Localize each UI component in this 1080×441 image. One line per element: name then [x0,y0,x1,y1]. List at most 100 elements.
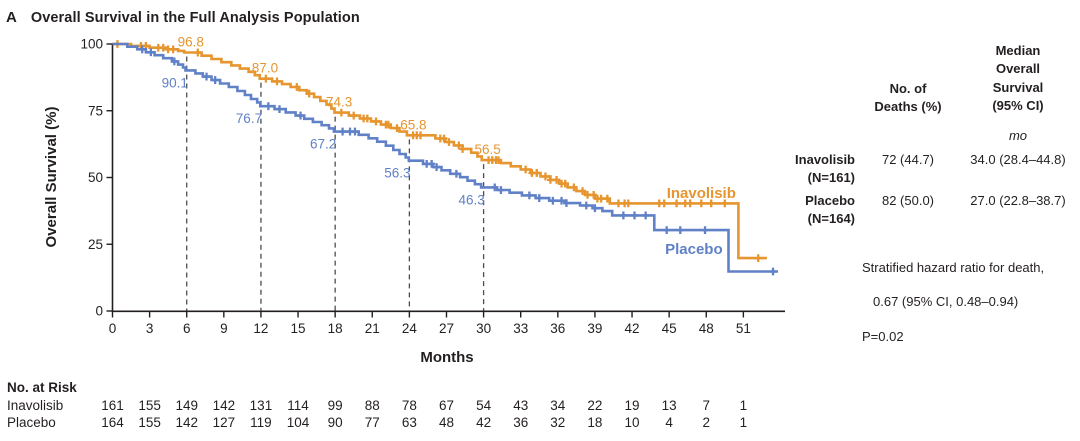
x-tick-label: 30 [476,321,491,336]
at-risk-value-placebo: 90 [327,415,343,430]
at-risk-value-placebo: 142 [175,415,198,430]
censor-mark-inavolisib [561,179,569,188]
censor-mark-placebo [769,267,777,276]
milestone-label-inavolisib: 87.0 [252,61,278,76]
censor-mark-placebo [631,211,638,220]
censor-mark-inavolisib [522,165,530,174]
at-risk-value-inavolisib: 161 [101,398,124,413]
milestone-label-placebo: 76.7 [236,111,262,126]
censor-mark-placebo [428,159,436,168]
milestone-label-placebo: 67.2 [310,137,336,152]
censor-mark-inavolisib [754,254,762,263]
censor-mark-inavolisib [707,199,715,208]
censor-mark-inavolisib [393,124,401,133]
censor-mark-placebo [491,183,499,192]
censor-mark-inavolisib [579,187,586,196]
at-risk-value-inavolisib: 1 [739,398,748,413]
censor-mark-inavolisib [603,194,611,203]
censor-mark-placebo [339,127,346,136]
y-tick-label: 75 [88,103,103,118]
milestone-label-inavolisib: 56.5 [474,142,500,157]
censor-mark-inavolisib [721,199,729,208]
censor-mark-placebo [642,211,650,220]
x-axis-title: Months [420,349,473,366]
censor-mark-inavolisib [597,194,605,203]
censor-mark-placebo [619,211,627,220]
censor-mark-placebo [558,196,565,205]
censor-mark-inavolisib [459,145,466,153]
at-risk-value-placebo: 2 [702,415,710,430]
at-risk-value-inavolisib: 88 [364,398,380,413]
x-tick-label: 36 [550,321,565,336]
censor-mark-inavolisib [590,190,598,199]
x-tick-label: 33 [513,321,528,336]
at-risk-value-placebo: 36 [513,415,529,430]
x-tick-label: 42 [625,321,640,336]
at-risk-value-placebo: 119 [250,415,272,430]
censor-mark-inavolisib [533,169,541,177]
at-risk-value-inavolisib: 78 [401,398,417,413]
x-tick-label: 9 [220,321,228,336]
censor-mark-placebo [264,102,272,111]
milestone-label-inavolisib: 65.8 [400,117,426,132]
censor-mark-placebo [351,127,359,136]
censor-mark-placebo [701,226,709,234]
censor-mark-placebo [663,226,671,234]
curve-label-placebo: Placebo [665,241,723,258]
at-risk-value-placebo: 63 [401,415,417,430]
censor-mark-placebo [276,105,283,114]
at-risk-value-placebo: 18 [587,415,603,430]
x-tick-label: 48 [699,321,714,336]
censor-mark-placebo [203,72,210,81]
y-tick-label: 50 [88,170,103,185]
censor-mark-placebo [525,191,533,200]
at-risk-value-inavolisib: 155 [138,398,161,413]
milestone-label-placebo: 90.1 [162,75,188,90]
at-risk-value-inavolisib: 19 [624,398,640,413]
x-tick-label: 12 [253,321,268,336]
censor-mark-placebo [591,204,599,213]
censor-mark-inavolisib [697,199,705,208]
at-risk-label-inavolisib: Inavolisib [7,398,64,413]
censor-mark-placebo [297,111,304,120]
at-risk-value-placebo: 48 [438,415,454,430]
censor-mark-placebo [497,186,505,194]
censor-mark-placebo [211,76,219,84]
censor-mark-inavolisib [159,43,167,52]
at-risk-value-placebo: 127 [212,415,236,430]
censor-mark-inavolisib [363,114,371,123]
censor-mark-inavolisib [542,172,549,181]
at-risk-value-inavolisib: 34 [550,398,566,413]
censor-mark-placebo [138,45,146,54]
censor-mark-inavolisib [624,199,632,208]
at-risk-value-placebo: 1 [739,415,748,430]
at-risk-value-placebo: 42 [476,415,492,430]
x-tick-label: 45 [662,321,677,336]
y-tick-label: 0 [95,304,103,319]
censor-mark-inavolisib [169,45,177,54]
censor-mark-inavolisib [262,74,270,83]
at-risk-value-inavolisib: 13 [661,398,677,413]
milestone-label-inavolisib: 96.8 [178,35,204,50]
x-tick-label: 51 [736,321,751,336]
x-tick-label: 39 [587,321,602,336]
censor-mark-inavolisib [440,134,448,143]
at-risk-value-inavolisib: 142 [212,398,236,413]
censor-mark-inavolisib [615,199,622,208]
y-tick-label: 100 [80,37,103,52]
x-tick-label: 0 [109,321,117,336]
censor-mark-inavolisib [293,83,301,91]
at-risk-value-placebo: 164 [101,415,124,430]
censor-mark-inavolisib [570,183,578,192]
at-risk-header: No. at Risk [7,380,77,395]
censor-mark-placebo [147,48,155,57]
x-tick-label: 24 [402,321,418,336]
censor-mark-placebo [433,163,440,171]
censor-mark-inavolisib [384,120,392,129]
at-risk-value-inavolisib: 54 [476,398,492,413]
censor-mark-inavolisib [686,199,694,208]
censor-mark-inavolisib [660,199,668,208]
x-tick-label: 6 [183,321,191,336]
